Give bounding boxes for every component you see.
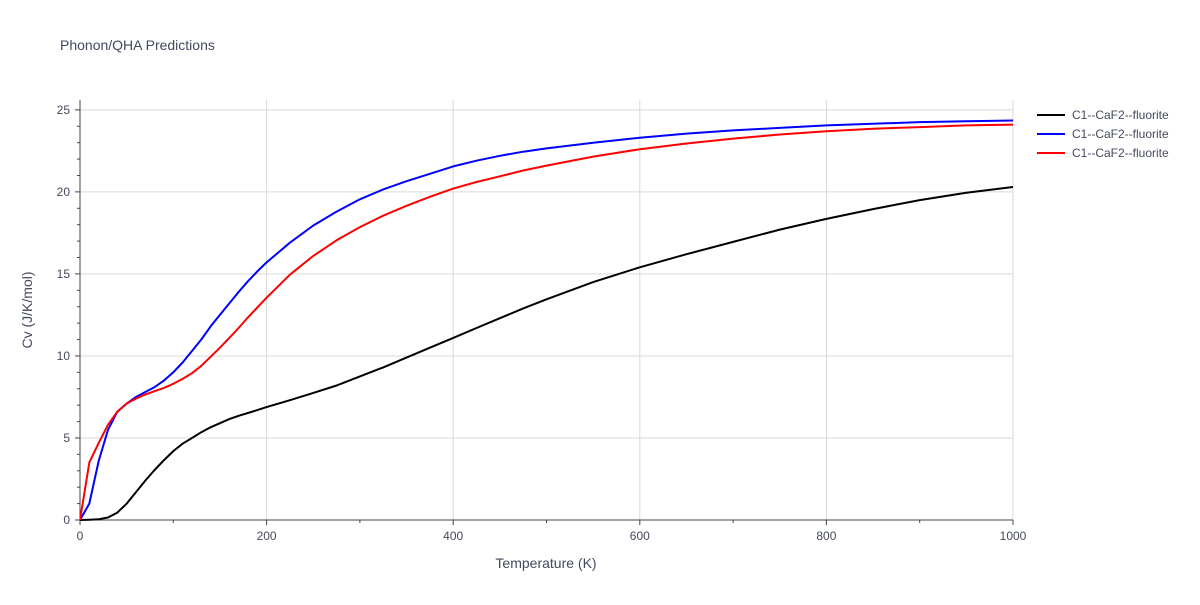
y-tick-label: 15: [57, 267, 71, 281]
series-line-2: [80, 123, 1013, 521]
legend[interactable]: C1--CaF2--fluorite C1--CaF2--fluorite C1--…: [1037, 108, 1169, 160]
x-tick-label: 0: [77, 529, 84, 543]
y-tick-label: 10: [57, 349, 71, 363]
legend-item-0[interactable]: C1--CaF2--fluorite: [1037, 108, 1169, 122]
y-tick-label: 5: [63, 431, 70, 445]
y-tick-label: 0: [63, 513, 70, 527]
legend-label: C1--CaF2--fluorite: [1072, 108, 1169, 122]
y-axis-label: Cv (J/K/mol): [19, 272, 35, 349]
chart-title: Phonon/QHA Predictions: [60, 37, 215, 53]
axes: [75, 100, 1014, 525]
x-tick-label: 200: [257, 529, 277, 543]
legend-label: C1--CaF2--fluorite: [1072, 127, 1169, 141]
legend-label: C1--CaF2--fluorite: [1072, 146, 1169, 160]
x-tick-label: 400: [443, 529, 463, 543]
grid-lines: [80, 100, 1014, 520]
x-axis-label: Temperature (K): [495, 555, 596, 571]
x-tick-label: 800: [816, 529, 836, 543]
x-tick-label: 1000: [1000, 529, 1027, 543]
series-lines: [80, 119, 1013, 521]
y-tick-label: 20: [57, 185, 71, 199]
series-line-0: [80, 186, 1013, 521]
tick-labels: 0 200 400 600 800 1000 0 5 10 15 20 25: [57, 103, 1027, 543]
legend-item-2[interactable]: C1--CaF2--fluorite: [1037, 146, 1169, 160]
series-line-1: [80, 119, 1013, 521]
y-tick-label: 25: [57, 103, 71, 117]
x-tick-label: 600: [630, 529, 650, 543]
legend-item-1[interactable]: C1--CaF2--fluorite: [1037, 127, 1169, 141]
